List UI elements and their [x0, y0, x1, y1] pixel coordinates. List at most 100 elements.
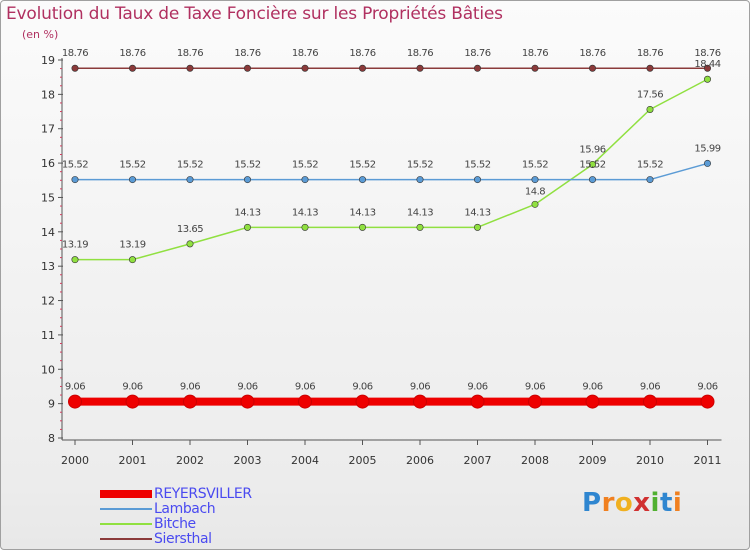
data-label-lambach: 15.99	[694, 143, 720, 154]
data-point-reyersviller	[528, 394, 542, 409]
chart-data-labels: 9.06 9.06 9.06 9.06 9.06 9.06 9.06 9.06 9.06 9.06…	[62, 48, 721, 392]
legend-label-bitche: Bitche	[154, 515, 196, 532]
data-label-bitche: 13.19	[62, 240, 88, 251]
data-label-siersthal: 18.76	[119, 48, 145, 59]
chart-series	[68, 64, 715, 409]
data-label-bitche: 13.19	[119, 240, 145, 251]
data-point-lambach	[531, 176, 539, 184]
y-tick-label: 11	[41, 329, 55, 342]
data-point-siersthal	[301, 64, 309, 72]
data-point-bitche	[646, 105, 654, 113]
chart-legend: REYERSVILLER Lambach Bitche Siersthal	[100, 485, 252, 547]
data-label-bitche: 14.13	[234, 207, 260, 218]
data-label-siersthal: 18.76	[292, 48, 318, 59]
data-label-lambach: 15.52	[349, 160, 375, 171]
data-point-reyersviller	[183, 394, 197, 409]
data-point-bitche	[531, 200, 539, 208]
data-label-bitche: 14.13	[292, 207, 318, 218]
y-tick-label: 18	[41, 88, 55, 101]
data-point-lambach	[129, 176, 137, 184]
data-label-bitche: 13.65	[177, 224, 203, 235]
y-tick-label: 13	[41, 260, 55, 273]
x-tick-label: 2006	[406, 454, 434, 467]
legend-label-reyersviller: REYERSVILLER	[154, 485, 252, 502]
legend-label-lambach: Lambach	[154, 500, 216, 517]
data-point-lambach	[416, 176, 424, 184]
data-point-reyersviller	[413, 394, 427, 409]
data-label-bitche: 15.96	[579, 144, 605, 155]
data-label-reyersviller: 9.06	[525, 382, 545, 393]
data-point-reyersviller	[643, 394, 657, 409]
y-tick-label: 9	[48, 398, 55, 411]
series-line-lambach	[75, 162, 708, 181]
data-label-reyersviller: 9.06	[295, 382, 315, 393]
legend-item-reyersviller: REYERSVILLER	[100, 485, 252, 502]
y-tick-label: 17	[41, 123, 55, 136]
data-point-lambach	[301, 176, 309, 184]
data-label-reyersviller: 9.06	[180, 382, 200, 393]
data-point-siersthal	[244, 64, 252, 72]
data-point-reyersviller	[585, 394, 600, 409]
data-label-reyersviller: 9.06	[582, 382, 602, 393]
data-point-lambach	[588, 176, 596, 184]
data-point-bitche	[416, 223, 424, 231]
data-point-reyersviller	[240, 394, 255, 409]
logo-letter: x	[633, 488, 651, 518]
data-point-lambach	[71, 176, 79, 184]
data-point-siersthal	[71, 64, 79, 72]
data-label-lambach: 15.52	[637, 160, 663, 171]
logo-letter: o	[614, 488, 634, 518]
x-tick-label: 2001	[119, 454, 147, 467]
data-label-siersthal: 18.76	[694, 48, 720, 59]
data-label-bitche: 14.13	[349, 207, 375, 218]
data-point-bitche	[301, 223, 309, 231]
legend-label-siersthal: Siersthal	[154, 530, 212, 547]
data-label-siersthal: 18.76	[349, 48, 375, 59]
data-label-lambach: 15.52	[234, 160, 260, 171]
data-point-reyersviller	[355, 394, 370, 409]
data-label-reyersviller: 9.06	[640, 382, 660, 393]
data-point-bitche	[358, 223, 366, 231]
data-label-siersthal: 18.76	[177, 48, 203, 59]
y-tick-label: 8	[48, 432, 55, 445]
chart-axes: 8 9 10 11 12 13 14 15 16 17 18 19 2000 2001 2002 2003 20…	[41, 54, 722, 467]
y-tick-label: 19	[41, 54, 55, 67]
data-point-bitche	[473, 223, 481, 231]
data-point-bitche	[186, 240, 194, 248]
series-line-bitche	[75, 78, 708, 261]
data-point-bitche	[244, 223, 252, 231]
data-label-reyersviller: 9.06	[410, 382, 430, 393]
x-tick-label: 2004	[291, 454, 319, 467]
y-tick-label: 10	[41, 363, 55, 376]
data-label-siersthal: 18.76	[62, 48, 88, 59]
data-label-lambach: 15.52	[292, 160, 318, 171]
data-label-siersthal: 18.76	[522, 48, 548, 59]
legend-swatch-lambach	[100, 507, 152, 510]
data-label-bitche: 14.8	[525, 186, 545, 197]
x-tick-label: 2011	[694, 454, 722, 467]
data-label-siersthal: 18.76	[234, 48, 260, 59]
data-point-bitche	[703, 75, 711, 83]
y-tick-label: 12	[41, 295, 55, 308]
x-tick-label: 2008	[521, 454, 549, 467]
data-label-bitche: 17.56	[637, 89, 663, 100]
logo-letter: r	[601, 488, 615, 518]
data-label-bitche: 18.44	[694, 59, 720, 70]
data-point-bitche	[71, 256, 79, 264]
data-label-reyersviller: 9.06	[237, 382, 257, 393]
data-label-lambach: 15.52	[177, 160, 203, 171]
data-point-lambach	[703, 159, 711, 167]
legend-item-lambach: Lambach	[100, 500, 252, 517]
legend-swatch-bitche	[100, 522, 152, 525]
data-label-reyersviller: 9.06	[65, 382, 85, 393]
logo-letter: i	[650, 488, 660, 518]
data-point-siersthal	[703, 64, 711, 72]
data-point-lambach	[186, 176, 194, 184]
data-point-lambach	[244, 176, 252, 184]
data-point-siersthal	[358, 64, 366, 72]
data-point-bitche	[588, 160, 596, 168]
data-point-siersthal	[129, 64, 137, 72]
data-label-lambach: 15.52	[522, 160, 548, 171]
data-point-reyersviller	[470, 394, 485, 409]
data-point-bitche	[129, 256, 137, 264]
